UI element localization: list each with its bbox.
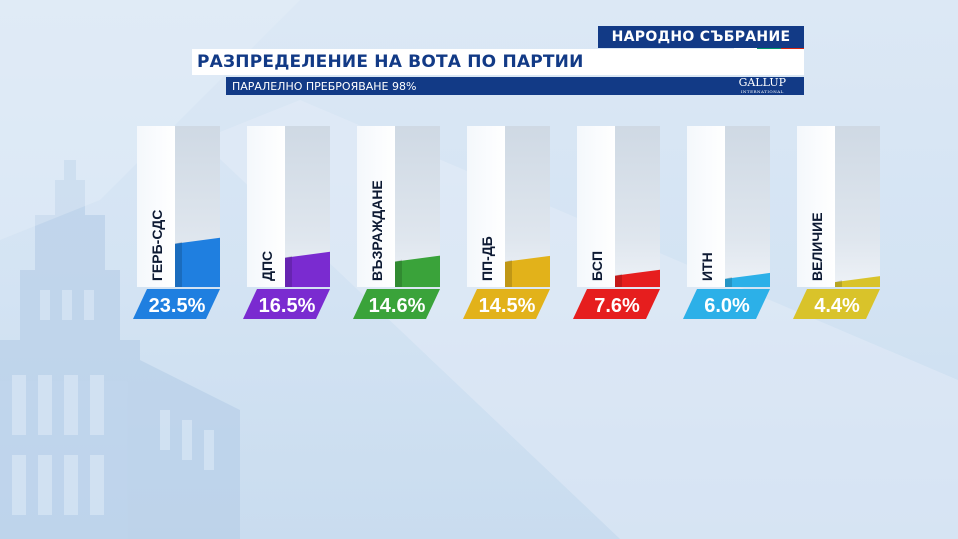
party-label: БСП [589,251,605,281]
bar-value [395,255,440,287]
bar-value-shade [835,280,842,287]
bar-value-shade [505,259,512,287]
bar-value-shade [615,273,622,287]
party-label: ГЕРБ-СДС [149,210,165,281]
value-label: 14.6% [369,295,426,317]
bar-front-panel [797,126,835,287]
bar-front-panel [137,126,175,287]
value-label: 4.4% [814,295,860,317]
bar-front-panel [357,126,395,287]
party-bar-group: ВЪЗРАЖДАНЕ 14.6% [353,126,440,319]
subtitle-bar: ПАРАЛЕЛНО ПРЕБРОЯВАНЕ 98% GALLUP INTERNA… [226,77,804,95]
assembly-badge: НАРОДНО СЪБРАНИЕ [598,26,804,48]
value-label: 23.5% [149,295,206,317]
party-label: ДПС [259,251,275,281]
value-label-plate [573,289,660,319]
value-label-plate [683,289,770,319]
party-label: ПП-ДБ [479,236,495,281]
value-label-plate [243,289,330,319]
bar-track [615,126,660,287]
bar-value-shade [725,276,732,287]
value-label-plate [353,289,440,319]
value-label: 7.6% [594,295,640,317]
party-bar-group: БСП 7.6% [573,126,660,319]
bar-value [175,237,220,287]
party-label: ИТН [699,252,715,281]
party-bar-group: ИТН 6.0% [683,126,770,319]
party-bar-group: ДПС 16.5% [243,126,330,319]
bar-value [505,255,550,287]
bar-front-panel [247,126,285,287]
party-bar-group: ГЕРБ-СДС 23.5% [133,126,220,319]
value-label-plate [463,289,550,319]
value-label: 6.0% [704,295,750,317]
bar-value-shade [175,241,182,287]
bar-track [725,126,770,287]
bar-front-panel [467,126,505,287]
value-label: 14.5% [479,295,536,317]
bar-front-panel [687,126,725,287]
gallup-logo: GALLUP INTERNATIONAL [738,76,786,95]
bar-value [285,251,330,287]
party-label: ВЪЗРАЖДАНЕ [369,180,385,281]
value-label-plate [133,289,220,319]
bar-value [725,272,770,287]
bar-value [615,269,660,287]
bar-front-panel [577,126,615,287]
bar-value-shade [395,259,402,287]
gallup-logo-subtext: INTERNATIONAL [740,89,784,94]
gallup-logo-text: GALLUP [738,76,786,89]
party-bar-group: ВЕЛИЧИЕ 4.4% [793,126,880,319]
bar-track [835,126,880,287]
chart-subtitle: ПАРАЛЕЛНО ПРЕБРОЯВАНЕ 98% [232,79,417,93]
chart-title: РАЗПРЕДЕЛЕНИЕ НА ВОТА ПО ПАРТИИ [197,52,584,72]
bar-value-shade [285,255,292,287]
party-bar-group: ПП-ДБ 14.5% [463,126,550,319]
party-label: ВЕЛИЧИЕ [809,212,825,281]
value-label: 16.5% [259,295,316,317]
bar-value [835,276,880,287]
value-label-plate [793,289,880,319]
title-bar: РАЗПРЕДЕЛЕНИЕ НА ВОТА ПО ПАРТИИ [192,49,804,75]
